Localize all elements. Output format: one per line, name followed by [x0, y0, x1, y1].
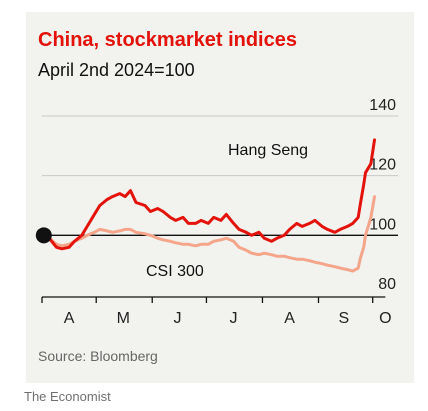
series-line-csi-300 [42, 195, 376, 273]
x-tick-label-1: M [117, 310, 130, 327]
x-tick-label-5: S [338, 310, 349, 327]
publisher-name: The Economist [24, 389, 111, 404]
start-marker [35, 227, 52, 244]
y-tick-label-120: 120 [369, 157, 396, 174]
x-tick-label-2: J [174, 310, 182, 327]
y-tick-label-100: 100 [369, 216, 396, 233]
x-tick-label-0: A [64, 310, 75, 327]
x-tick-label-4: A [284, 310, 295, 327]
series-line-hang-seng [42, 138, 376, 251]
x-tick-label-3: J [230, 310, 238, 327]
chart-card: China, stockmarket indices April 2nd 202… [26, 12, 414, 383]
chart-title: China, stockmarket indices [38, 29, 297, 51]
chart-source: Source: Bloomberg [38, 348, 158, 364]
y-tick-label-140: 140 [369, 97, 396, 114]
line-chart: 80 100 120 140 A M J J A S O Hang Seng CSI 300 [35, 97, 398, 327]
series-label-hang-seng: Hang Seng [228, 142, 308, 159]
y-tick-label-80: 80 [378, 276, 396, 293]
x-tick-label-6: O [379, 310, 391, 327]
chart-subtitle: April 2nd 2024=100 [38, 60, 195, 80]
series-label-csi-300: CSI 300 [146, 263, 204, 280]
